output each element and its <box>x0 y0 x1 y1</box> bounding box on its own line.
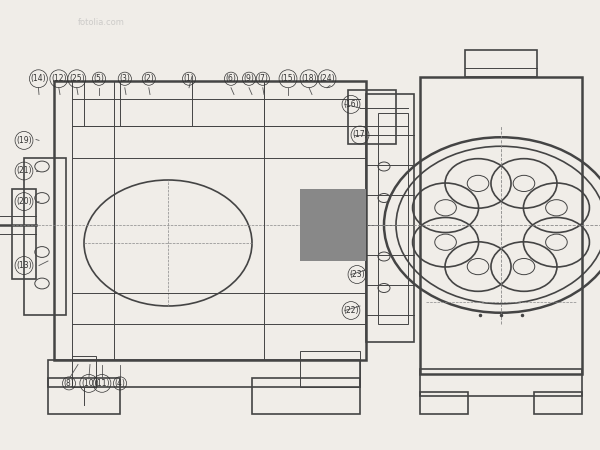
Bar <box>366 94 414 342</box>
Text: (18): (18) <box>301 74 317 83</box>
Text: (10): (10) <box>81 379 97 388</box>
Text: (11): (11) <box>94 379 110 388</box>
Bar <box>534 392 582 414</box>
Text: (5): (5) <box>94 74 104 83</box>
Text: (4): (4) <box>115 379 125 388</box>
Text: (3): (3) <box>119 74 130 83</box>
Text: (19): (19) <box>16 136 32 145</box>
Bar <box>348 90 396 144</box>
Text: (20): (20) <box>16 197 32 206</box>
Text: (15): (15) <box>280 74 296 83</box>
Bar <box>420 392 468 414</box>
Text: (21): (21) <box>16 166 32 176</box>
Text: (7): (7) <box>257 74 268 83</box>
Text: (6): (6) <box>226 74 236 83</box>
Text: (16): (16) <box>343 100 359 109</box>
Bar <box>72 356 96 387</box>
Bar <box>420 76 582 373</box>
Text: (8): (8) <box>64 379 74 388</box>
Text: (23): (23) <box>349 270 365 279</box>
Text: (2): (2) <box>143 74 154 83</box>
Bar <box>54 81 366 360</box>
Text: (14): (14) <box>31 74 46 83</box>
Bar <box>420 369 582 396</box>
Text: (22): (22) <box>343 306 359 315</box>
Bar <box>12 189 36 279</box>
Text: fotolia.com: fotolia.com <box>78 18 125 27</box>
Text: (17): (17) <box>352 130 368 140</box>
Bar <box>378 112 408 324</box>
Bar <box>48 360 360 387</box>
Bar <box>300 351 360 387</box>
Text: (25): (25) <box>69 74 85 83</box>
Text: (9): (9) <box>244 74 254 83</box>
Text: (24): (24) <box>319 74 335 83</box>
Bar <box>48 378 120 414</box>
Text: (12): (12) <box>51 74 67 83</box>
Text: (13): (13) <box>16 261 32 270</box>
Bar <box>252 378 360 414</box>
Bar <box>24 158 66 315</box>
Bar <box>300 189 366 261</box>
Text: (1): (1) <box>184 74 194 83</box>
Bar <box>465 50 537 76</box>
